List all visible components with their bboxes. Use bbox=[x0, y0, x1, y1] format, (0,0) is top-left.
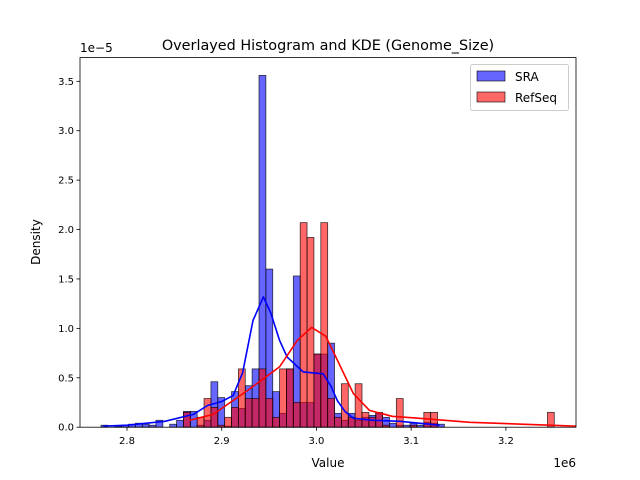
histogram-bar bbox=[272, 416, 280, 428]
y-tick-label: 0.0 bbox=[58, 423, 74, 434]
histogram-bar bbox=[224, 416, 232, 428]
histogram-bar bbox=[176, 419, 184, 428]
histogram-bar bbox=[203, 398, 212, 428]
histogram-bar bbox=[341, 383, 349, 428]
bars-sra bbox=[100, 74, 445, 428]
histogram-bar bbox=[368, 416, 377, 428]
histogram-bar bbox=[292, 402, 301, 428]
histogram-bar bbox=[389, 422, 397, 428]
x-tick-label: 2.9 bbox=[214, 436, 230, 447]
legend: SRA RefSeq bbox=[470, 64, 569, 111]
histogram-bar bbox=[141, 423, 150, 428]
x-tick-label: 3.1 bbox=[403, 436, 419, 447]
x-tick-label: 3.2 bbox=[498, 436, 514, 447]
x-offset-text: 1e6 bbox=[553, 456, 576, 470]
kde-lines bbox=[103, 296, 577, 427]
histogram-bar bbox=[169, 423, 177, 428]
histogram-bar bbox=[244, 398, 253, 428]
kde-line-sra bbox=[103, 296, 440, 427]
histogram-bar bbox=[279, 368, 287, 428]
histogram-bar bbox=[286, 368, 294, 428]
y-tick-label: 1.5 bbox=[58, 274, 74, 285]
histogram-bar bbox=[320, 222, 329, 428]
histogram-bar bbox=[327, 398, 335, 428]
legend-swatch-sra bbox=[476, 70, 506, 82]
y-tick-label: 2.5 bbox=[58, 176, 74, 187]
x-tick-label: 2.8 bbox=[119, 436, 135, 447]
y-tick-label: 3.0 bbox=[58, 126, 74, 137]
y-axis-label: Density bbox=[29, 219, 43, 265]
y-tick-label: 1.0 bbox=[58, 324, 74, 335]
y-offset-text: 1e−5 bbox=[80, 41, 113, 55]
axes-frame bbox=[79, 57, 577, 428]
histogram-bar bbox=[306, 237, 315, 428]
x-axis-label: Value bbox=[312, 456, 345, 470]
legend-label-sra: SRA bbox=[515, 70, 539, 84]
chart-title: Overlayed Histogram and KDE (Genome_Size… bbox=[162, 38, 494, 54]
x-tick-label: 3.0 bbox=[308, 436, 324, 447]
histogram-bar bbox=[265, 398, 274, 428]
legend-swatch-refseq bbox=[476, 91, 506, 103]
y-tick-label: 2.0 bbox=[58, 225, 74, 236]
histogram-bar bbox=[354, 383, 363, 428]
histogram-bar bbox=[251, 398, 260, 428]
histogram-bar bbox=[334, 416, 342, 428]
kde-line-refseq bbox=[189, 326, 577, 427]
histogram-bars bbox=[100, 74, 555, 428]
histogram-bar bbox=[237, 368, 246, 428]
histogram-bar bbox=[299, 222, 308, 428]
x-axis-ticks: 2.8 2.9 3.0 3.1 3.2 bbox=[119, 427, 514, 447]
y-tick-label: 3.5 bbox=[58, 77, 74, 88]
histogram-bar bbox=[231, 407, 239, 428]
y-tick-label: 0.5 bbox=[58, 373, 74, 384]
histogram-bar bbox=[395, 398, 404, 428]
histogram-bar bbox=[210, 407, 219, 428]
legend-label-refseq: RefSeq bbox=[515, 91, 557, 105]
y-axis-ticks: 0.0 0.5 1.0 1.5 2.0 2.5 3.0 3.5 bbox=[58, 77, 80, 434]
histogram-bar bbox=[313, 353, 322, 428]
